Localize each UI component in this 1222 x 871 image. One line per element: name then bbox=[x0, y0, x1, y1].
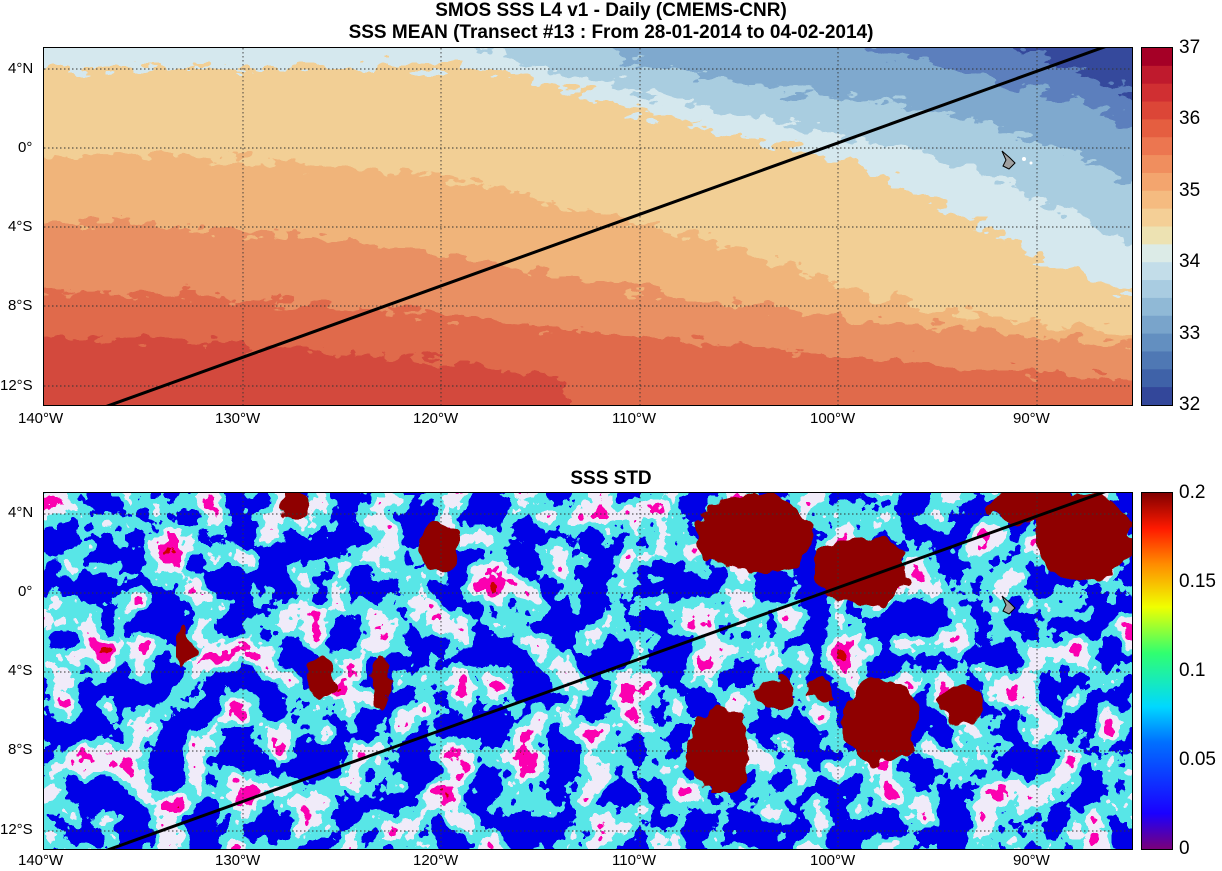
mean-colorbar-band bbox=[1142, 119, 1172, 138]
mean-lon-label: 140°W bbox=[18, 410, 64, 427]
mean-colorbar-band bbox=[1142, 190, 1172, 210]
std-lat-label: 12°S bbox=[0, 821, 33, 838]
std-colorbar-tick: 0.05 bbox=[1179, 749, 1216, 770]
mean-colorbar bbox=[1141, 47, 1173, 406]
std-lon-label: 100°W bbox=[810, 852, 856, 869]
mean-colorbar-tick: 35 bbox=[1179, 180, 1201, 201]
mean-panel: 37 36 35 34 33 32 bbox=[43, 37, 1222, 432]
std-colorbar bbox=[1141, 492, 1173, 850]
mean-colorbar-band bbox=[1142, 65, 1172, 85]
mean-lon-label: 90°W bbox=[1013, 410, 1050, 427]
mean-colorbar-tick: 34 bbox=[1179, 251, 1201, 272]
std-colorbar-tick: 0.2 bbox=[1179, 482, 1206, 503]
mean-lon-label: 130°W bbox=[215, 410, 261, 427]
std-lat-label: 8°S bbox=[8, 741, 33, 758]
std-lat-label: 0° bbox=[18, 583, 33, 600]
std-colorbar-tick: 0.15 bbox=[1179, 571, 1216, 592]
mean-lat-label: 8°S bbox=[8, 297, 33, 314]
mean-colorbar-band bbox=[1142, 137, 1172, 156]
std-panel: 0.2 0.15 0.1 0.05 0 bbox=[43, 482, 1222, 871]
mean-colorbar-band bbox=[1142, 208, 1172, 228]
std-lon-label: 120°W bbox=[413, 852, 459, 869]
std-colorbar-tick: 0.1 bbox=[1179, 660, 1206, 681]
mean-colorbar-tick: 32 bbox=[1179, 394, 1201, 415]
mean-colorbar-band bbox=[1142, 244, 1172, 263]
mean-map bbox=[43, 47, 1133, 406]
mean-transect-line bbox=[105, 48, 1106, 405]
mean-colorbar-band bbox=[1142, 48, 1172, 67]
mean-lat-label: 4°N bbox=[8, 60, 34, 77]
mean-colorbar-band bbox=[1142, 351, 1172, 370]
std-lon-label: 110°W bbox=[612, 852, 657, 869]
mean-colorbar-band bbox=[1142, 262, 1172, 281]
mean-colorbar-tick: 33 bbox=[1179, 323, 1201, 344]
std-map-title: SSS STD bbox=[570, 468, 652, 489]
mean-lon-label: 120°W bbox=[413, 410, 459, 427]
mean-colorbar-tick: 37 bbox=[1179, 37, 1201, 58]
std-lat-label: 4°N bbox=[8, 504, 34, 521]
mean-colorbar-band bbox=[1142, 155, 1172, 174]
std-lon-label: 140°W bbox=[18, 852, 64, 869]
galapagos-island-icon bbox=[1001, 150, 1033, 170]
mean-colorbar-band bbox=[1142, 369, 1172, 388]
mean-colorbar-tick: 36 bbox=[1179, 108, 1201, 129]
figure-title-line1: SMOS SSS L4 v1 - Daily (CMEMS-CNR) bbox=[435, 0, 787, 21]
mean-lat-label: 12°S bbox=[0, 377, 33, 394]
galapagos-island-icon bbox=[1001, 595, 1016, 615]
mean-lat-label: 0° bbox=[18, 139, 33, 156]
mean-colorbar-band bbox=[1142, 315, 1172, 335]
mean-colorbar-band bbox=[1142, 297, 1172, 317]
mean-colorbar-band bbox=[1142, 280, 1172, 299]
std-colorbar-tick: 0 bbox=[1179, 838, 1190, 859]
mean-colorbar-band bbox=[1142, 172, 1172, 192]
mean-colorbar-band bbox=[1142, 83, 1172, 103]
mean-colorbar-band bbox=[1142, 333, 1172, 353]
std-lon-label: 130°W bbox=[215, 852, 261, 869]
mean-lat-label: 4°S bbox=[8, 218, 33, 235]
figure-title-line2: SSS MEAN (Transect #13 : From 28-01-2014… bbox=[348, 22, 874, 43]
mean-lon-label: 110°W bbox=[612, 410, 657, 427]
std-transect-line bbox=[105, 493, 1106, 849]
std-lat-label: 4°S bbox=[8, 662, 33, 679]
mean-colorbar-band bbox=[1142, 226, 1172, 245]
std-lon-label: 90°W bbox=[1013, 852, 1050, 869]
std-map bbox=[43, 492, 1133, 850]
mean-colorbar-band bbox=[1142, 387, 1172, 405]
mean-colorbar-band bbox=[1142, 101, 1172, 120]
mean-lon-label: 100°W bbox=[810, 410, 856, 427]
